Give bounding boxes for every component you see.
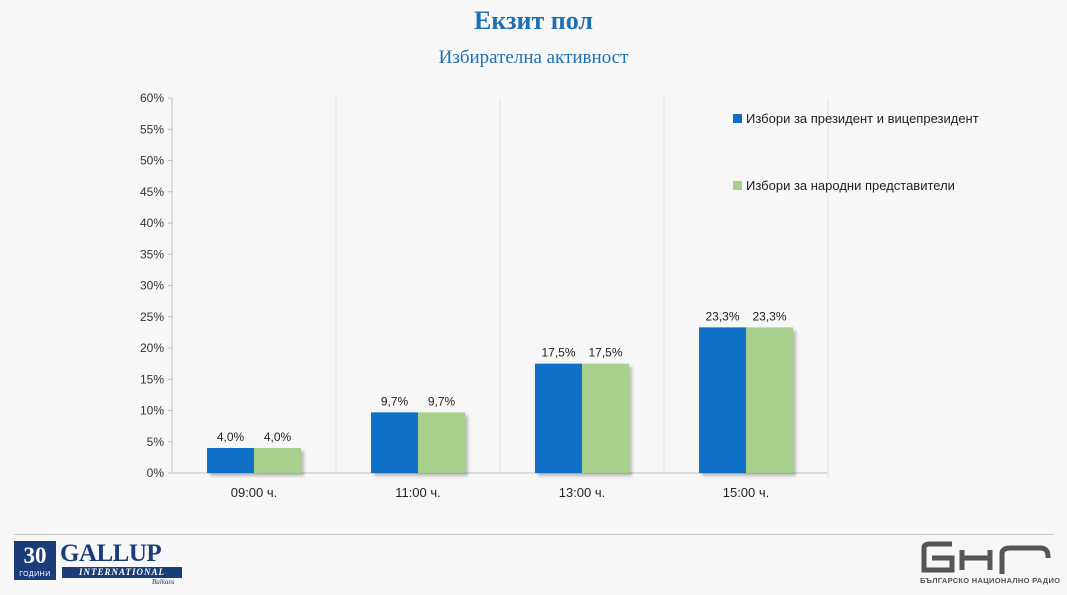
bar-data-label: 9,7%: [428, 394, 456, 408]
y-tick-label: 25%: [140, 310, 164, 324]
page-title: Екзит пол: [474, 6, 593, 35]
y-tick-label: 40%: [140, 216, 164, 230]
page-subtitle: Избирателна активност: [438, 47, 629, 68]
legend-swatch: [733, 114, 742, 123]
bar-data-label: 17,5%: [588, 346, 622, 360]
bar-series-2: [418, 412, 465, 473]
gallup-region: Balkans: [152, 578, 175, 586]
gallup-international: INTERNATIONAL: [62, 567, 182, 578]
x-tick-label: 09:00 ч.: [231, 485, 278, 500]
x-tick-label: 13:00 ч.: [559, 485, 606, 500]
bar-series-1: [371, 412, 418, 473]
bar-data-label: 4,0%: [264, 430, 292, 444]
legend-swatch: [733, 181, 742, 190]
bar-data-label: 4,0%: [217, 430, 245, 444]
bnr-caption: БЪЛГАРСКО НАЦИОНАЛНО РАДИО: [920, 576, 1061, 585]
bar-data-label: 23,3%: [705, 309, 739, 323]
gallup-logo: 30 ГОДИНИ GALLUP INTERNATIONAL Balkans: [14, 540, 186, 591]
y-tick-label: 30%: [140, 279, 164, 293]
bnr-logo-icon: [921, 541, 1051, 574]
bar-series-2: [254, 448, 301, 473]
y-tick-label: 35%: [140, 247, 164, 261]
y-tick-label: 60%: [140, 91, 164, 105]
bar-data-label: 23,3%: [752, 309, 786, 323]
bar-data-label: 17,5%: [541, 346, 575, 360]
bnr-logo: БЪЛГАРСКО НАЦИОНАЛНО РАДИО: [918, 540, 1061, 590]
y-tick-label: 15%: [140, 372, 164, 386]
bar-series-2: [746, 327, 793, 473]
y-tick-label: 45%: [140, 185, 164, 199]
legend-label: Избори за президент и вицепрезидент: [746, 111, 979, 126]
footer-divider: [14, 534, 1054, 535]
bar-series-1: [207, 448, 254, 473]
bar-data-label: 9,7%: [381, 394, 409, 408]
gallup-30-badge: 30: [14, 541, 56, 570]
y-tick-label: 50%: [140, 154, 164, 168]
y-tick-label: 10%: [140, 404, 164, 418]
bar-series-1: [535, 363, 582, 473]
x-tick-label: 15:00 ч.: [723, 485, 770, 500]
bar-series-1: [699, 327, 746, 473]
gallup-name: GALLUP: [60, 540, 162, 567]
y-tick-label: 55%: [140, 122, 164, 136]
gallup-years-label: ГОДИНИ: [14, 570, 56, 580]
legend-label: Избори за народни представители: [746, 178, 955, 193]
bar-chart: 0% 5% 10% 15% 20% 25% 30% 35% 40% 45% 50% 55% 60% 09:…: [140, 91, 979, 500]
x-tick-label: 11:00 ч.: [395, 485, 441, 500]
y-tick-label: 5%: [147, 435, 165, 449]
y-tick-label: 20%: [140, 341, 164, 355]
y-tick-label: 0%: [147, 466, 165, 480]
bar-series-2: [582, 363, 629, 473]
